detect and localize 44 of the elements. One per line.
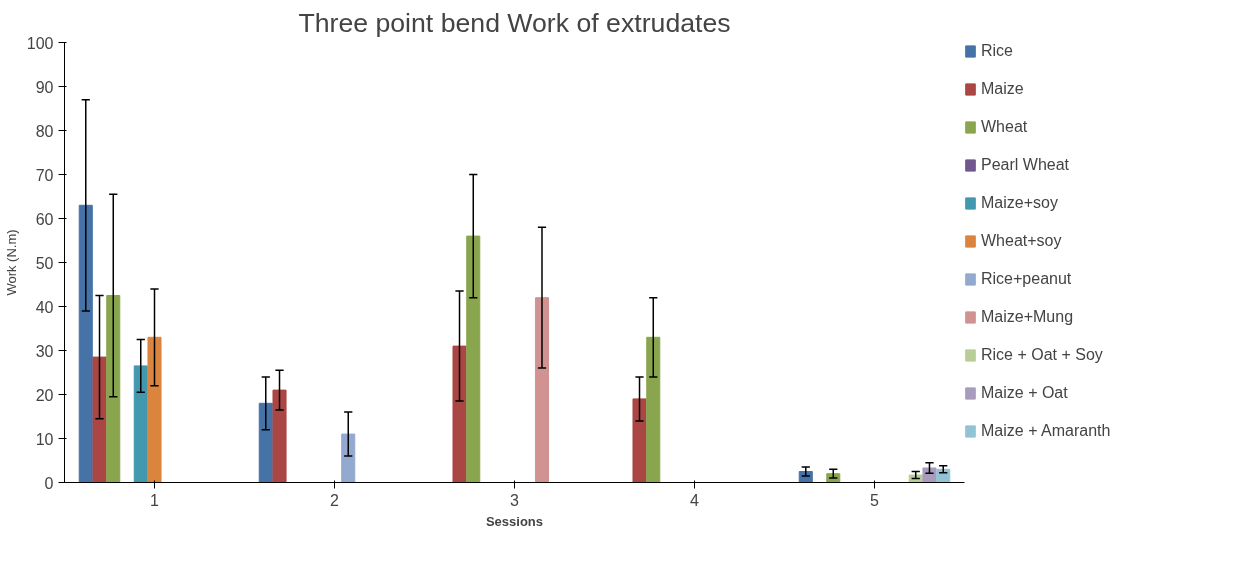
y-tick-label: 90 — [35, 78, 54, 96]
y-tick-label: 10 — [35, 430, 54, 448]
y-tick-label: 30 — [35, 342, 54, 360]
y-tick-label: 100 — [26, 34, 54, 52]
bar — [258, 402, 273, 483]
y-tick-label: 40 — [35, 298, 54, 316]
bar — [646, 336, 661, 483]
x-tick-label: 3 — [510, 491, 520, 509]
y-tick-label: 70 — [35, 166, 54, 184]
x-axis-title: Sessions — [485, 513, 544, 529]
legend-label: Maize+soy — [981, 194, 1058, 212]
legend-label: Maize+Mung — [981, 308, 1074, 326]
legend-label: Rice + Oat + Soy — [981, 346, 1103, 364]
bar — [534, 297, 550, 483]
x-tick-label: 2 — [330, 491, 340, 509]
bar — [106, 295, 121, 483]
x-tick-label: 1 — [150, 491, 160, 509]
bar — [92, 356, 107, 483]
bar — [341, 433, 356, 483]
bar — [632, 398, 647, 483]
bar — [272, 389, 287, 483]
legend-label: Wheat+soy — [981, 232, 1062, 250]
legend-label: Maize + Amaranth — [981, 422, 1111, 440]
bar — [133, 365, 148, 483]
legend-label: Rice+peanut — [981, 270, 1072, 288]
bar — [466, 235, 481, 483]
y-tick-label: 20 — [35, 386, 54, 404]
bar — [922, 467, 937, 483]
bar — [78, 204, 93, 483]
legend-label: Pearl Wheat — [981, 156, 1070, 174]
legend-label: Wheat — [981, 118, 1028, 136]
x-tick-label: 4 — [690, 491, 700, 509]
legend-label: Maize + Oat — [981, 384, 1068, 402]
y-tick-label: 0 — [44, 474, 54, 492]
x-tick-label: 5 — [870, 491, 880, 509]
legend-label: Maize — [981, 80, 1024, 98]
y-tick-label: 60 — [35, 210, 54, 228]
legend-label: Rice — [981, 42, 1014, 60]
bar — [147, 336, 162, 483]
chart-title: Three point bend Work of extrudates — [298, 7, 731, 38]
y-tick-label: 50 — [35, 254, 54, 272]
y-tick-label: 80 — [35, 122, 54, 140]
bar — [452, 345, 467, 483]
y-axis-title: Work (N.m) — [3, 229, 19, 296]
